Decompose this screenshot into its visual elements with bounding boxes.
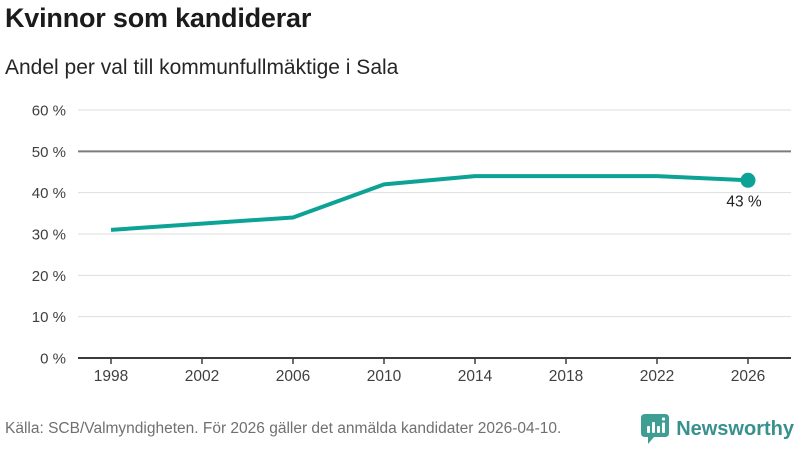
- newsworthy-speech-bubble-bar-chart-icon: [641, 414, 670, 444]
- y-axis-label: 50 %: [32, 144, 66, 161]
- y-axis-label: 0 %: [40, 351, 66, 368]
- x-axis-label: 2018: [549, 368, 583, 385]
- x-axis-label: 1998: [94, 368, 128, 385]
- newsworthy-wordmark: Newsworthy: [676, 417, 794, 440]
- x-axis-label: 2026: [731, 368, 765, 385]
- end-point-label: 43 %: [726, 193, 762, 210]
- footer: Källa: SCB/Valmyndigheten. För 2026 gäll…: [5, 411, 794, 447]
- y-axis-label: 20 %: [32, 268, 66, 285]
- x-axis-label: 2010: [367, 368, 402, 385]
- trend-line: [110, 174, 749, 232]
- chart-subtitle: Andel per val till kommunfullmäktige i S…: [5, 56, 399, 79]
- y-axis-label: 30 %: [32, 227, 66, 244]
- y-axis-label: 40 %: [32, 185, 66, 202]
- y-axis-label: 10 %: [32, 309, 66, 326]
- end-point: [740, 172, 756, 188]
- page-title: Kvinnor som kandiderar: [5, 3, 312, 33]
- source-note: Källa: SCB/Valmyndigheten. För 2026 gäll…: [5, 420, 562, 437]
- x-axis-label: 2022: [640, 368, 674, 385]
- line-chart-canvas: 60 % 50 % 40 % 30 % 20 % 10 % 0 % 1998 2002 2006 2…: [32, 103, 791, 385]
- line-chart: 60 % 50 % 40 % 30 % 20 % 10 % 0 % 1998 2002 2006 2…: [0, 90, 800, 400]
- x-axis-label: 2002: [185, 368, 219, 385]
- y-axis-label: 60 %: [32, 103, 66, 120]
- newsworthy-logo: Newsworthy: [640, 413, 794, 445]
- x-axis-label: 2014: [458, 368, 493, 385]
- x-axis-label: 2006: [276, 368, 310, 385]
